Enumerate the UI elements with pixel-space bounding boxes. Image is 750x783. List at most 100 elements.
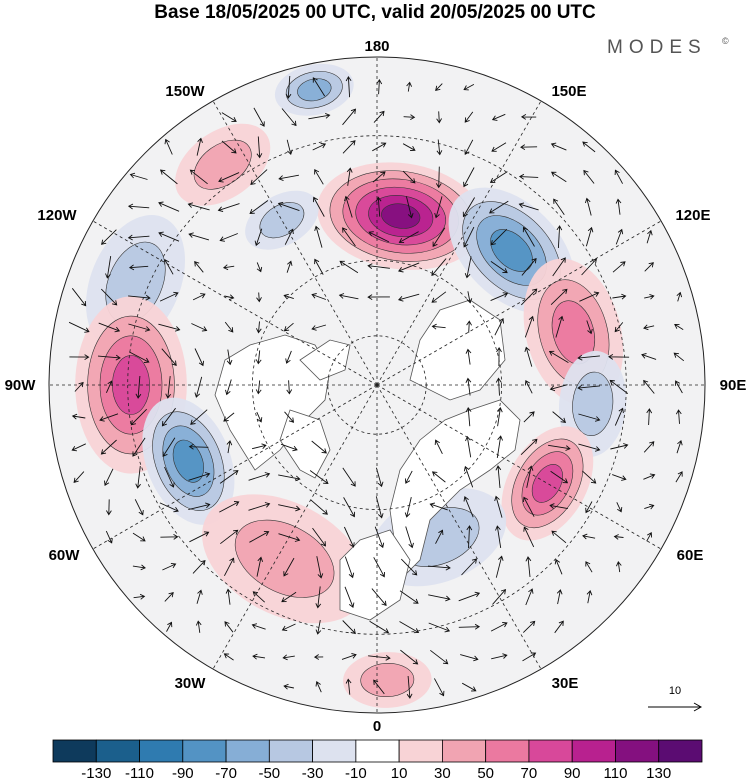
wind-arrow <box>71 413 86 420</box>
wind-arrow <box>406 675 413 699</box>
wind-arrow <box>550 142 567 151</box>
wind-arrow <box>431 471 446 483</box>
wind-arrow <box>195 620 202 633</box>
wind-arrow <box>644 293 655 300</box>
wind-arrow <box>159 169 178 185</box>
wind-arrow <box>133 593 146 600</box>
wind-arrow <box>465 377 472 396</box>
wind-arrow <box>553 198 565 216</box>
wind-arrow <box>463 226 475 248</box>
wind-arrow <box>676 291 683 302</box>
wind-arrow <box>224 294 235 301</box>
wind-arrow <box>217 203 240 212</box>
wind-arrow <box>104 468 114 486</box>
wind-arrow <box>128 351 150 363</box>
wind-arrow <box>162 562 177 571</box>
anomaly-contour <box>490 229 533 272</box>
wind-arrow <box>312 527 327 547</box>
wind-arrow <box>402 143 416 151</box>
polar-map <box>49 57 705 713</box>
wind-arrow <box>463 496 474 518</box>
colorbar-tick-label: 90 <box>564 765 581 782</box>
wind-arrow <box>429 502 448 511</box>
wind-arrow <box>256 262 263 273</box>
latitude-circle <box>251 259 502 510</box>
lon-label-120w: 120W <box>37 207 77 224</box>
graticule <box>49 57 705 713</box>
wind-arrow <box>518 202 539 211</box>
wind-arrow <box>430 649 449 665</box>
wind-arrow <box>550 288 568 306</box>
wind-arrow <box>466 525 473 549</box>
wind-arrow <box>344 586 355 608</box>
latitude-circle <box>127 135 627 635</box>
colorbar-tick-label: -70 <box>215 765 237 782</box>
wind-arrow <box>314 258 324 275</box>
wind-arrow <box>610 443 629 450</box>
wind-arrow <box>255 350 262 365</box>
wind-arrow <box>612 293 627 300</box>
wind-arrow <box>494 495 503 518</box>
wind-arrow <box>283 293 294 300</box>
wind-arrow <box>127 234 150 241</box>
wind-arrow <box>427 564 451 571</box>
wind-arrow <box>376 78 383 95</box>
wind-arrow <box>345 678 352 695</box>
wind-arrow <box>646 532 653 542</box>
wind-arrow <box>490 292 509 302</box>
wind-arrow <box>643 441 655 453</box>
wind-arrow <box>256 556 264 577</box>
wind-arrow <box>164 258 174 275</box>
wind-arrow <box>586 320 593 335</box>
wind-arrow <box>280 443 298 452</box>
wind-arrow <box>106 499 112 516</box>
wind-arrow <box>548 444 571 451</box>
wind-arrow <box>579 291 600 302</box>
wind-arrow <box>248 502 271 511</box>
wind-arrow <box>585 226 594 247</box>
colorbar-cells <box>52 739 703 763</box>
wind-arrow <box>434 196 443 219</box>
wind-arrow <box>608 354 630 360</box>
wind-arrow <box>311 440 327 454</box>
wind-arrow <box>161 407 176 427</box>
wind-arrow <box>490 228 508 246</box>
wind-arrow <box>466 320 472 333</box>
wind-arrow <box>463 167 475 188</box>
wind-arrow <box>164 138 173 155</box>
wind-arrow <box>372 142 387 152</box>
wind-arrow <box>551 530 567 544</box>
meridian <box>376 384 542 670</box>
meridian <box>376 220 662 386</box>
wind-arrow <box>158 231 180 242</box>
anomaly-70w-low <box>142 397 235 525</box>
brand-name: MODES <box>607 37 707 58</box>
wind-arrow <box>492 588 507 605</box>
wind-arrow <box>282 654 295 661</box>
wind-arrow <box>581 470 597 484</box>
wind-arrow <box>552 257 566 277</box>
wind-arrow <box>615 198 622 215</box>
wind-arrow <box>491 113 506 121</box>
colorbar-tick-label: -130 <box>81 765 111 782</box>
wind-arrow <box>404 470 413 484</box>
wind-arrow <box>614 322 624 333</box>
wind-arrow <box>252 653 266 660</box>
brand-mark: © <box>722 36 729 46</box>
wind-arrow <box>399 590 419 604</box>
wind-arrow <box>436 139 443 156</box>
coastline-europe <box>339 529 411 621</box>
wind-arrow <box>105 380 113 393</box>
wind-arrow <box>218 172 240 183</box>
wind-arrow <box>162 437 176 458</box>
colorbar-tick-label: -10 <box>345 765 367 782</box>
wind-arrow <box>609 379 629 394</box>
wind-arrow <box>132 564 146 571</box>
anomaly-150w-high <box>175 123 271 206</box>
lon-label-30e: 30E <box>552 675 579 692</box>
meridian <box>376 100 542 386</box>
wind-arrow <box>314 225 323 248</box>
lon-label-150e: 150E <box>551 83 586 100</box>
wind-arrow <box>346 167 353 186</box>
